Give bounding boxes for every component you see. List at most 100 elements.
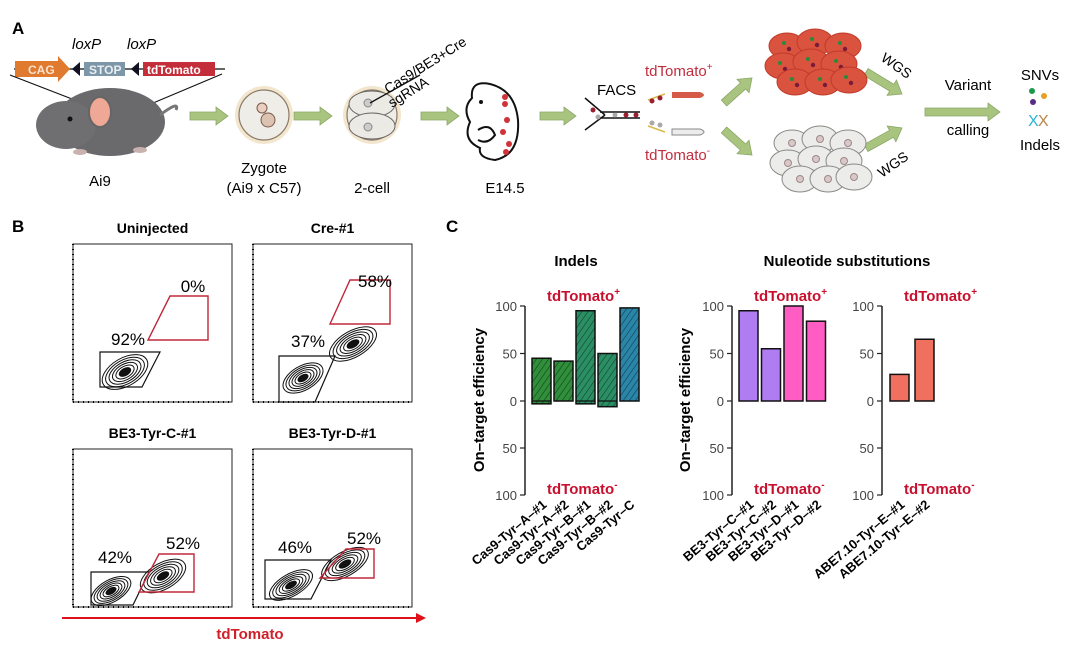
nucleus-dot <box>844 139 852 147</box>
indels-chart-title: Indels <box>554 253 597 270</box>
contour-population <box>105 586 117 596</box>
y-tick-label: 0 <box>510 394 517 409</box>
panel-a: A loxP loxP CAG STOP tdTomato Ai9 <box>9 19 1060 197</box>
flow-plot-frame <box>252 243 413 403</box>
y-tick-label: 100 <box>495 299 517 314</box>
contour-population <box>331 554 359 574</box>
facs-icon <box>584 92 705 136</box>
negative-gate-percent: 46% <box>278 538 312 557</box>
bar-hatch <box>620 307 639 401</box>
bar-positive <box>805 320 827 402</box>
tdtomato-positive-label: tdTomato+ <box>645 62 713 80</box>
y-tick-label: 0 <box>717 394 724 409</box>
zygote-sublabel: (Ai9 x C57) <box>226 180 301 197</box>
flow-plot-frame <box>72 448 233 608</box>
embryo-e14-icon <box>465 82 520 162</box>
nucleus-dot <box>782 66 788 72</box>
flow-plot-title: BE3-Tyr-C-#1 <box>109 425 197 441</box>
negative-gate-percent: 92% <box>111 330 145 349</box>
contour-population <box>329 326 377 362</box>
flow-plot-frame <box>252 448 413 608</box>
bar-hatch <box>532 358 551 404</box>
contour-population <box>291 369 315 387</box>
superscript: + <box>614 287 620 298</box>
nucleus-dot <box>838 41 842 45</box>
y-tick-label: 50 <box>503 441 517 456</box>
label-text: tdTomato <box>904 481 971 498</box>
stop-label: STOP <box>89 63 121 77</box>
superscript: - <box>971 480 974 491</box>
flow-arrow-icon <box>293 106 333 126</box>
contour-population <box>153 568 173 584</box>
svg-text:X: X <box>1038 113 1049 130</box>
tdtomato-gene <box>143 62 215 76</box>
bar-positive <box>783 305 804 402</box>
calling-label: calling <box>947 122 990 139</box>
nucleus-dot <box>810 37 814 41</box>
cag-label: CAG <box>28 63 55 77</box>
contour-population <box>99 582 123 600</box>
zygote-icon <box>235 86 293 144</box>
nucleus-dot <box>818 77 822 81</box>
bar-chart: 10050050100tdTomato+tdTomato-BE3-Tyr–C–#… <box>680 287 827 564</box>
substitutions-chart-title: Nuleotide substitutions <box>764 253 931 270</box>
nucleus-dot <box>822 82 828 88</box>
red-cell <box>830 66 868 94</box>
tdtomato-negative-label: tdTomato- <box>645 146 710 164</box>
nucleus-dot <box>844 75 848 79</box>
contour-population <box>275 573 307 597</box>
flow-plot: BE3-Tyr-C-#1 42% 52% <box>72 425 233 608</box>
label-text: tdTomato <box>754 481 821 498</box>
stop-cassette <box>84 62 125 76</box>
positive-gate-percent: 52% <box>166 534 200 553</box>
contour-population <box>115 364 135 380</box>
y-tick-label: 100 <box>702 299 724 314</box>
negative-gate <box>264 559 332 600</box>
contour-population <box>336 331 370 357</box>
contour-population <box>343 336 363 352</box>
y-tick-label: 100 <box>495 488 517 503</box>
negative-gate <box>90 571 150 606</box>
contour-population <box>93 578 129 604</box>
loxp-triangle-icon <box>131 62 139 76</box>
bar-positive <box>914 338 935 402</box>
snv-dots-icon <box>1029 88 1047 105</box>
two-cell-embryo-icon <box>343 74 421 144</box>
tdtomato-positive-label: tdTomato+ <box>547 287 620 305</box>
flow-arrow-icon <box>720 77 753 107</box>
flow-plot: Uninjected 92% 0% <box>72 220 233 403</box>
nucleus-dot <box>796 175 804 183</box>
bar-positive <box>738 310 759 402</box>
panel-letter-b: B <box>12 217 24 236</box>
tdtomato-negative-label: tdTomato- <box>547 480 618 498</box>
nucleus-dot <box>810 62 816 68</box>
label-text: tdTomato <box>904 288 971 305</box>
nucleus-dot <box>788 139 796 147</box>
flow-arrow-icon <box>924 102 1001 122</box>
y-tick-label: 100 <box>702 488 724 503</box>
panel-letter-c: C <box>446 217 458 236</box>
tdtomato-axis-label: tdTomato <box>216 626 283 643</box>
nucleus-dot <box>784 159 792 167</box>
loxp-label-1: loxP <box>72 36 101 53</box>
contour-population <box>294 371 312 385</box>
positive-gate-percent: 52% <box>347 529 381 548</box>
contour-population <box>285 580 297 590</box>
flow-arrow-icon <box>863 125 903 153</box>
cag-promoter-arrow <box>15 56 70 82</box>
superscript: + <box>821 287 827 298</box>
flow-plot-title: Uninjected <box>117 220 189 236</box>
bar-hatch <box>598 353 617 407</box>
flow-plot: Cre-#1 37% 58% <box>252 220 413 403</box>
contour-population <box>297 373 309 383</box>
bar-positive <box>760 348 782 402</box>
wgs-label-bottom: WGS <box>875 148 912 180</box>
flow-plot-title: BE3-Tyr-D-#1 <box>289 425 377 441</box>
contour-population <box>338 559 352 569</box>
nucleus-dot <box>806 57 810 61</box>
positive-gate <box>328 279 391 325</box>
contour-population <box>146 563 180 589</box>
